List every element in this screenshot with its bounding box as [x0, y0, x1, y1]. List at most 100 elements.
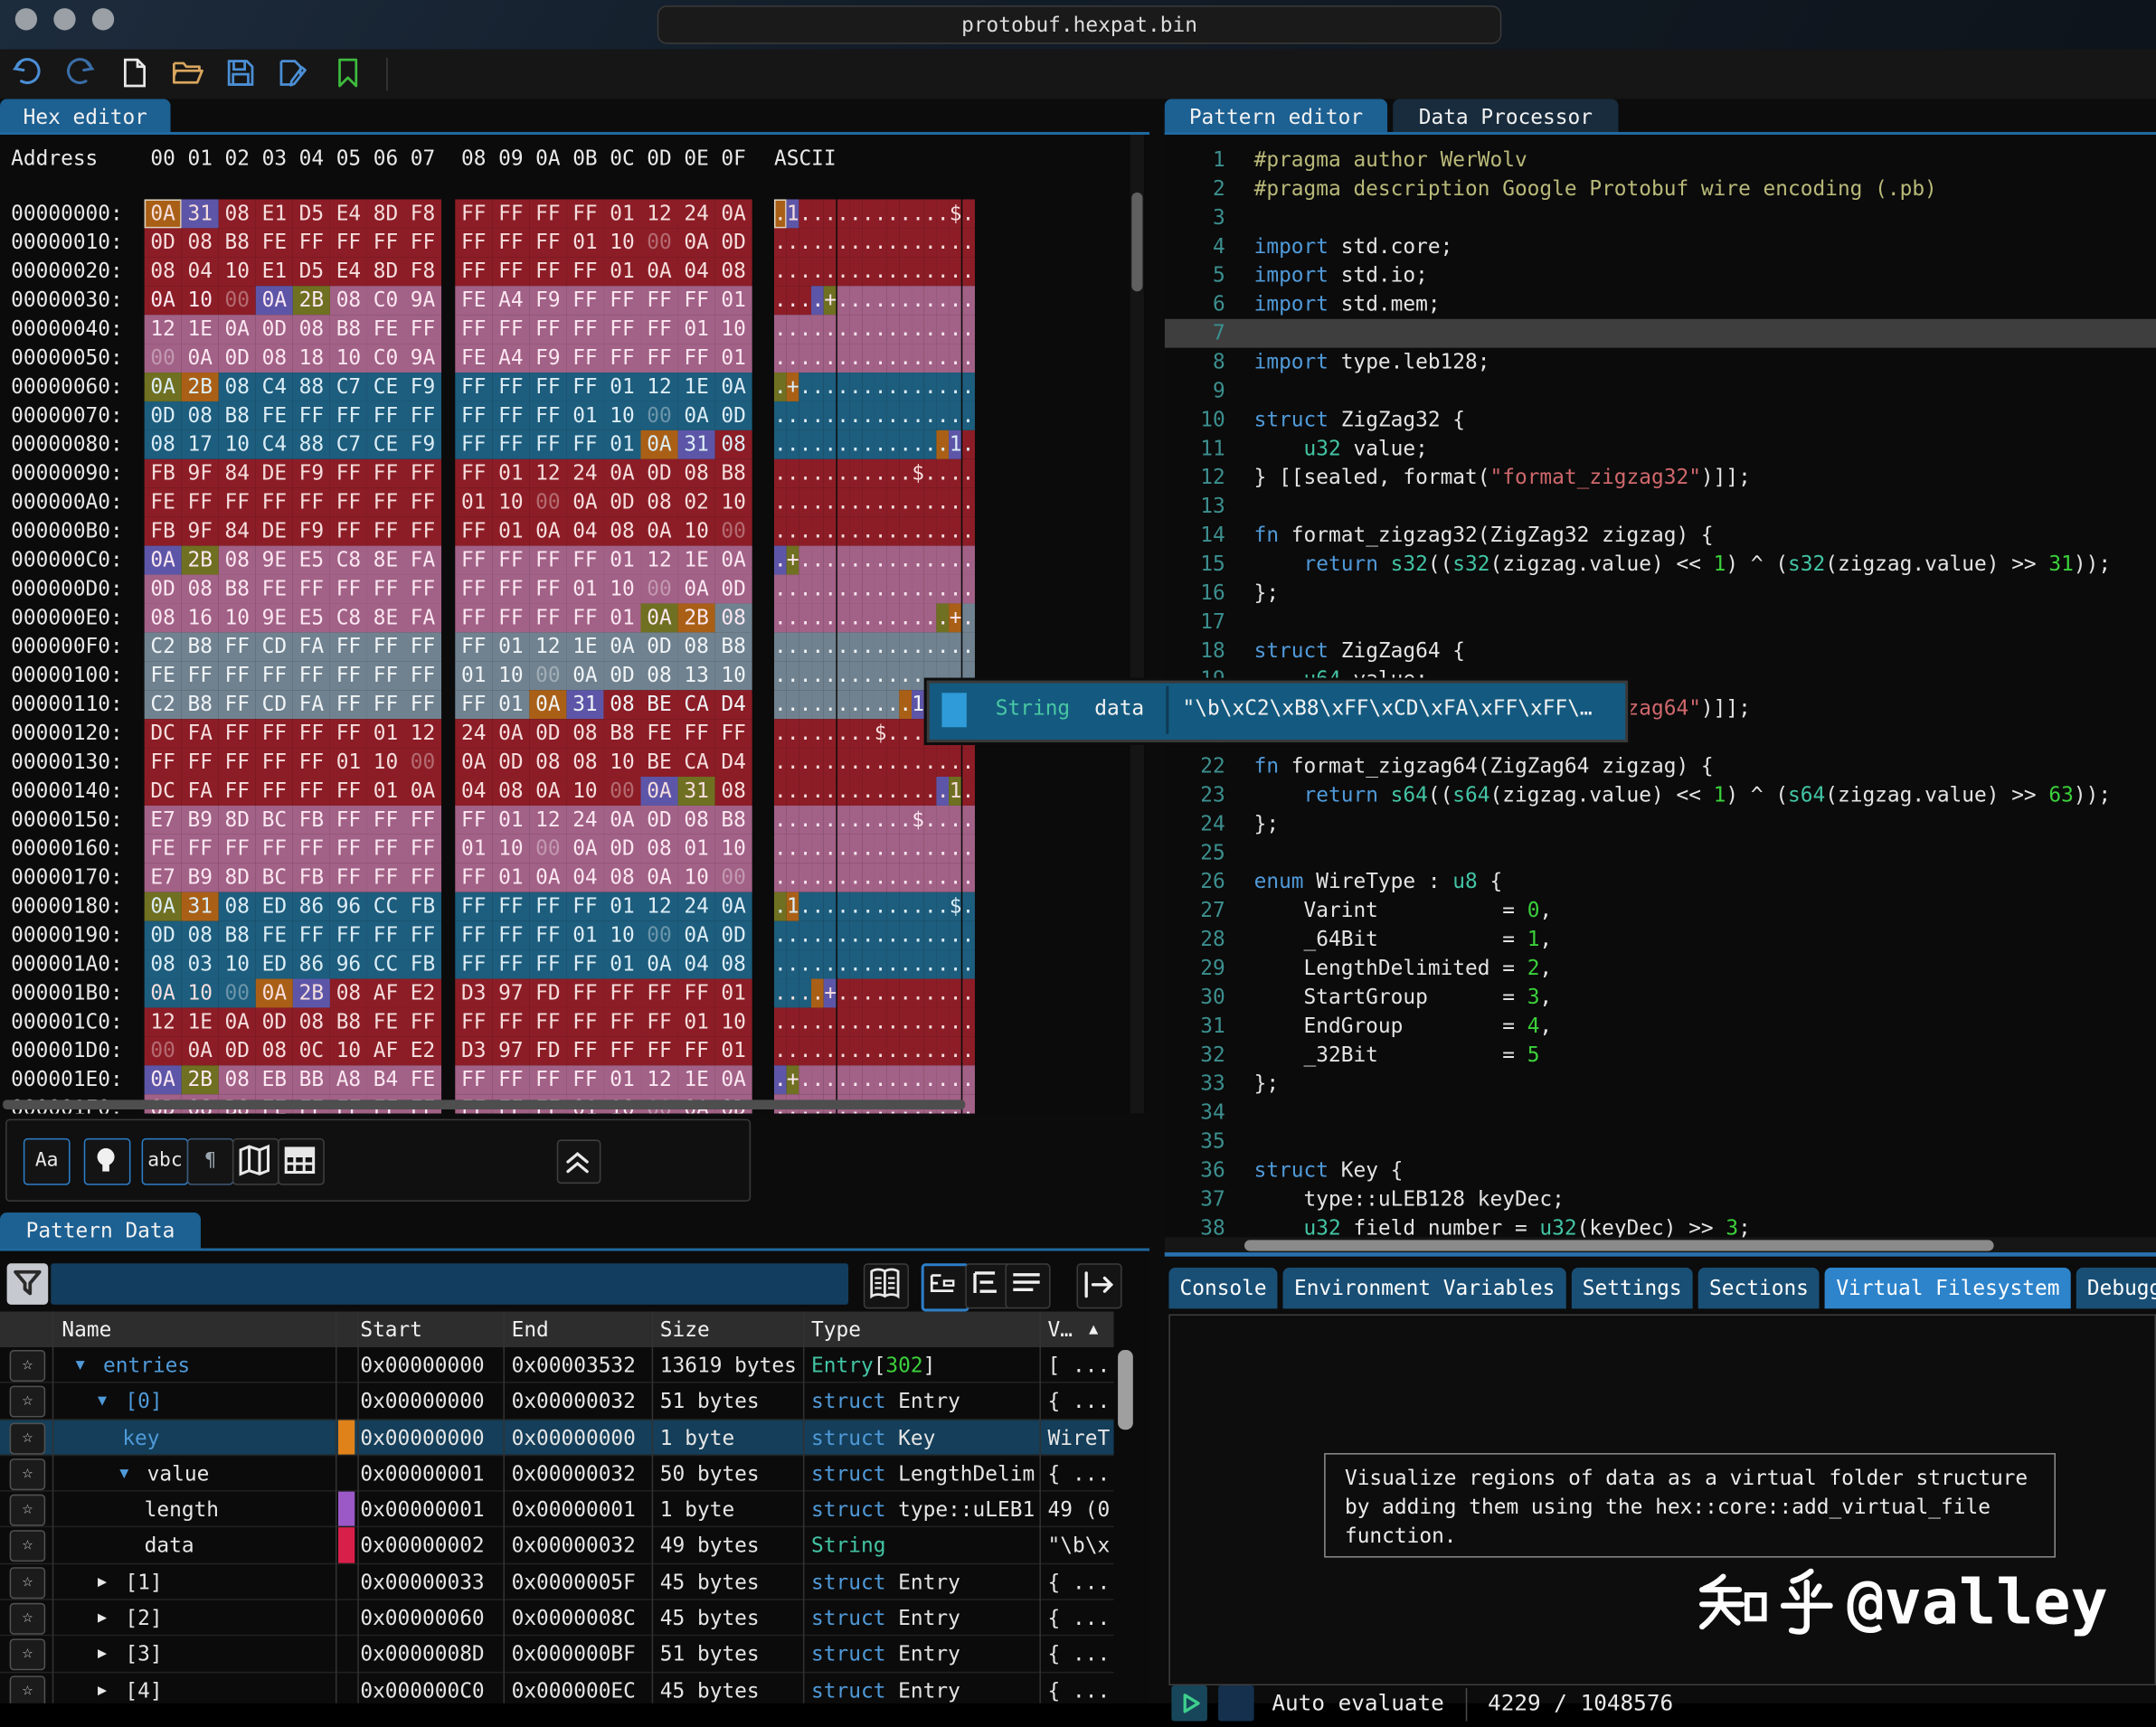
ascii-char[interactable]: .	[786, 487, 799, 517]
hex-byte[interactable]: 88	[292, 373, 330, 401]
pattern-name[interactable]: data	[144, 1533, 194, 1559]
ascii-char[interactable]: .	[899, 719, 913, 749]
hex-byte[interactable]: C4	[255, 429, 293, 459]
hex-byte[interactable]: FF	[492, 545, 530, 575]
ascii-char[interactable]: .	[923, 920, 937, 950]
ascii-char[interactable]: .	[923, 286, 937, 316]
hex-byte[interactable]: 01	[677, 315, 715, 344]
ascii-char[interactable]: .	[923, 574, 937, 604]
hex-byte[interactable]: FF	[292, 834, 330, 864]
hex-byte[interactable]: E4	[329, 257, 367, 287]
hex-byte[interactable]: FA	[181, 719, 219, 749]
ascii-char[interactable]: .	[824, 632, 837, 662]
ascii-char[interactable]: .	[824, 834, 837, 864]
ascii-char[interactable]: .	[786, 805, 799, 835]
ascii-char[interactable]: .	[874, 401, 887, 430]
ascii-char[interactable]: $	[949, 199, 962, 229]
hex-byte[interactable]: B8	[329, 315, 367, 344]
bottom-tab-sections[interactable]: Sections	[1697, 1267, 1820, 1309]
ascii-char[interactable]: .	[773, 487, 787, 517]
hex-byte[interactable]: FF	[529, 603, 567, 633]
hex-byte[interactable]: FE	[640, 719, 678, 749]
hex-byte[interactable]: FF	[255, 719, 293, 749]
hex-byte[interactable]: 01	[603, 1065, 641, 1095]
ascii-char[interactable]: .	[961, 978, 975, 1008]
ascii-char[interactable]: .	[949, 458, 962, 488]
hex-byte[interactable]: FF	[529, 429, 567, 459]
hex-byte[interactable]: FF	[366, 228, 404, 258]
ascii-char[interactable]: $	[912, 458, 924, 488]
hex-byte[interactable]: FF	[566, 1036, 604, 1066]
ascii-char[interactable]: .	[837, 286, 849, 316]
hex-byte[interactable]: 10	[603, 401, 641, 430]
ascii-char[interactable]: .	[949, 1007, 962, 1037]
hex-byte[interactable]: FF	[366, 487, 404, 517]
hex-byte[interactable]: 08	[603, 690, 641, 720]
hex-byte[interactable]: EB	[255, 1065, 293, 1095]
hex-byte[interactable]: 08	[218, 199, 256, 229]
hex-byte[interactable]: 24	[677, 892, 715, 921]
ascii-char[interactable]: .	[861, 1036, 875, 1066]
hex-byte[interactable]: 17	[181, 429, 219, 459]
ascii-char[interactable]: .	[936, 1036, 950, 1066]
hex-byte[interactable]: 0A	[529, 777, 567, 806]
ascii-char[interactable]: .	[837, 257, 849, 287]
hex-byte[interactable]: CD	[255, 632, 293, 662]
hex-byte[interactable]: 18	[292, 344, 330, 373]
ascii-char[interactable]: .	[837, 401, 849, 430]
ascii-char[interactable]: .	[961, 748, 975, 778]
ascii-char[interactable]: .	[786, 286, 799, 316]
hex-byte[interactable]: 10	[714, 1007, 752, 1037]
hex-byte[interactable]: FF	[566, 344, 604, 373]
hex-byte[interactable]: FF	[455, 315, 493, 344]
ascii-char[interactable]: .	[837, 777, 849, 806]
hex-byte[interactable]: 0A	[144, 978, 182, 1008]
hex-byte[interactable]: FF	[566, 949, 604, 979]
ascii-char[interactable]: .	[773, 719, 787, 749]
ascii-char[interactable]: .	[886, 632, 900, 662]
hex-byte[interactable]: CA	[677, 748, 715, 778]
ascii-char[interactable]: .	[923, 863, 937, 892]
ascii-char[interactable]: .	[874, 690, 887, 720]
ascii-char[interactable]: .	[848, 777, 862, 806]
ascii-char[interactable]: .	[923, 516, 937, 546]
hex-byte[interactable]: 84	[218, 458, 256, 488]
ascii-char[interactable]: .	[811, 690, 825, 720]
ascii-char[interactable]: .	[837, 690, 849, 720]
hex-byte[interactable]: 00	[529, 661, 567, 691]
hex-byte[interactable]: FF	[403, 228, 442, 258]
ascii-char[interactable]: .	[848, 373, 862, 401]
hex-byte[interactable]: FF	[640, 286, 678, 316]
ascii-char[interactable]: .	[899, 487, 913, 517]
ascii-char[interactable]: .	[824, 719, 837, 749]
hex-byte[interactable]: B8	[218, 920, 256, 950]
ascii-char[interactable]: .	[848, 949, 862, 979]
ascii-char[interactable]: .	[874, 199, 887, 229]
hex-byte[interactable]: 0A	[640, 603, 678, 633]
hex-byte[interactable]: FF	[292, 920, 330, 950]
ascii-char[interactable]: .	[899, 199, 913, 229]
hex-byte[interactable]: FF	[492, 429, 530, 459]
hex-byte[interactable]: 12	[144, 315, 182, 344]
hex-byte[interactable]: D5	[292, 257, 330, 287]
hex-byte[interactable]: BE	[640, 748, 678, 778]
ascii-char[interactable]: .	[874, 949, 887, 979]
ascii-char[interactable]: .	[912, 344, 924, 373]
code-line[interactable]: 16};	[1165, 579, 2156, 608]
code-horizontal-scrollbar-thumb[interactable]	[1243, 1240, 1994, 1251]
hex-byte[interactable]: 10	[492, 834, 530, 864]
hex-byte[interactable]: 0A	[677, 228, 715, 258]
code-line[interactable]: 32 _32Bit = 5	[1165, 1041, 2156, 1070]
ascii-char[interactable]: .	[811, 978, 825, 1008]
hex-byte[interactable]: FF	[566, 373, 604, 401]
ascii-char[interactable]: .	[949, 344, 962, 373]
ascii-char[interactable]: .	[949, 748, 962, 778]
hex-byte[interactable]: FB	[292, 863, 330, 892]
hex-byte[interactable]: 08	[181, 401, 219, 430]
hex-byte[interactable]: B9	[181, 863, 219, 892]
ascii-char[interactable]: .	[848, 978, 862, 1008]
ascii-char[interactable]: .	[773, 834, 787, 864]
hex-byte[interactable]: 1E	[181, 1007, 219, 1037]
hex-byte[interactable]: DC	[144, 719, 182, 749]
hex-byte[interactable]: 10	[677, 863, 715, 892]
